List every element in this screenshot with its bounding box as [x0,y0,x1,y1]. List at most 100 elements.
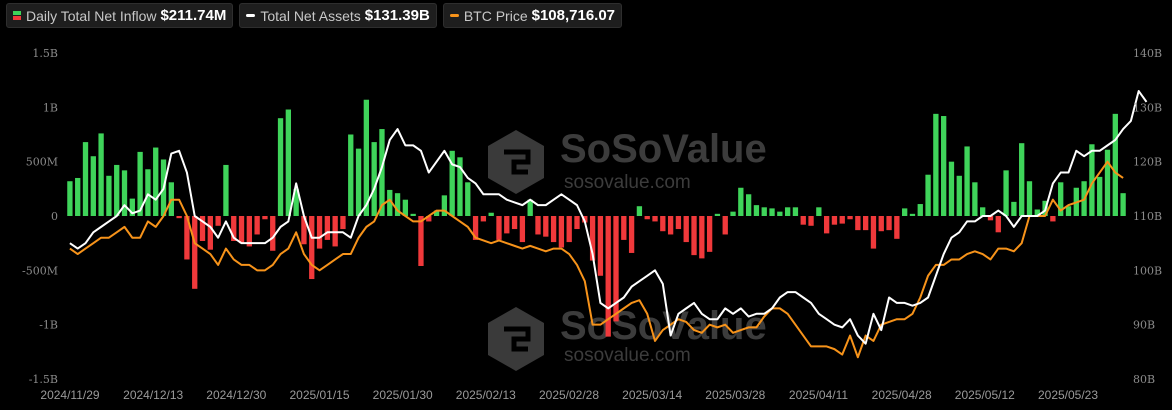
inflow-bar [675,216,682,230]
inflow-bar [262,216,268,220]
x-tick-label: 2025/04/11 [789,388,848,402]
inflow-bar [917,204,923,216]
inflow-bar [730,211,736,216]
inflow-bar [309,216,315,280]
inflow-bar [207,216,213,250]
inflow-bar [1104,149,1111,216]
inflow-bar [589,216,596,261]
inflow-bar [941,116,947,216]
inflow-bar [550,216,557,243]
inflow-bar [605,216,611,337]
sosovalue-logo-icon [488,307,544,371]
inflow-bar [1003,170,1009,216]
inflow-bar [706,216,713,252]
inflow-bar [426,216,432,222]
legend-label: Daily Total Net Inflow [26,7,157,24]
watermark-name: SoSoValue [560,304,767,348]
inflow-bar [270,216,276,251]
bar-swatch-icon [13,11,21,20]
inflow-bar [472,216,479,240]
inflow-bar [192,216,198,289]
logo-glyph [504,326,531,352]
legend-item-total-net-assets[interactable]: Total Net Assets $131.39B [239,3,437,28]
inflow-bar [371,142,377,216]
inflow-bar [246,216,252,247]
y-right-tick-label: 110B [1133,210,1162,223]
y-left-tick-label: -500M [22,264,58,277]
inflow-bar [784,207,791,216]
x-tick-label: 2024/11/29 [40,388,99,402]
inflow-bar [90,156,96,216]
inflow-bar [1112,113,1118,216]
inflow-bar [1058,182,1064,216]
inflow-bar [1089,144,1095,216]
inflow-bar [948,161,955,216]
inflow-bar [1034,209,1040,216]
x-tick-label: 2025/03/28 [705,388,765,402]
inflow-bar [652,216,658,222]
inflow-bar [457,157,463,216]
legend-item-btc-price[interactable]: BTC Price $108,716.07 [442,3,623,28]
inflow-bar [106,175,112,216]
legend-label: BTC Price [463,7,528,24]
inflow-bar [956,175,962,216]
inflow-bar [683,216,689,243]
x-tick-label: 2025/02/28 [539,388,599,402]
inflow-bar [863,216,869,231]
inflow-bar [441,195,448,216]
inflow-bar [348,134,354,216]
inflow-bar [1065,206,1072,216]
inflow-bar [777,211,783,216]
inflow-bar [800,216,806,225]
inflow-bar [816,207,822,216]
inflow-bar [660,216,666,232]
inflow-bar [184,216,190,260]
inflow-bar [449,150,455,216]
inflow-bar [363,99,370,216]
inflow-bar [293,188,299,216]
x-axis: 2024/11/29 2024/12/13 2024/12/30 2025/01/15… [40,388,1098,402]
inflow-bar [1026,181,1033,216]
inflow-bar [535,216,541,235]
inflow-bar [465,182,471,216]
x-tick-label: 2024/12/30 [206,388,266,402]
btc-price-line [69,160,1124,359]
line-swatch-icon [449,14,459,17]
x-tick-label: 2025/05/12 [955,388,1015,402]
inflow-bar [964,146,970,216]
y-left-tick-label: -1B [39,319,58,332]
inflow-bar [870,216,877,249]
inflow-bar [636,206,643,216]
inflow-bar [1050,216,1056,222]
legend-item-net-inflow[interactable]: Daily Total Net Inflow $211.74M [6,3,234,28]
inflow-bar [972,182,978,216]
inflow-bar [753,205,760,216]
inflow-bar [316,216,323,249]
inflow-bar [886,216,892,231]
inflow-bar [145,169,151,216]
inflow-bar [847,216,853,220]
inflow-bar [355,148,362,216]
inflow-bar [1019,143,1025,216]
inflow-bar [878,216,884,232]
inflow-bar [75,177,81,216]
inflow-bar [823,216,830,234]
y-left-tick-label: 0 [51,210,58,223]
inflow-bar [738,187,744,216]
logo-glyph [504,149,531,175]
inflow-bar [82,142,89,216]
inflow-bar [933,113,939,216]
inflow-bar [379,129,385,216]
inflow-bar [839,216,845,224]
inflow-bar [488,212,494,216]
inflow-bar [324,216,331,240]
y-right-tick-label: 80B [1133,373,1155,386]
chart-lines [69,90,1148,359]
inflow-bar [199,216,206,241]
inflow-bar [628,216,635,253]
inflow-bar [558,216,565,248]
inflow-bar [667,216,674,235]
y-left-tick-label: 1.5B [32,47,58,60]
inflow-bar [792,207,799,216]
